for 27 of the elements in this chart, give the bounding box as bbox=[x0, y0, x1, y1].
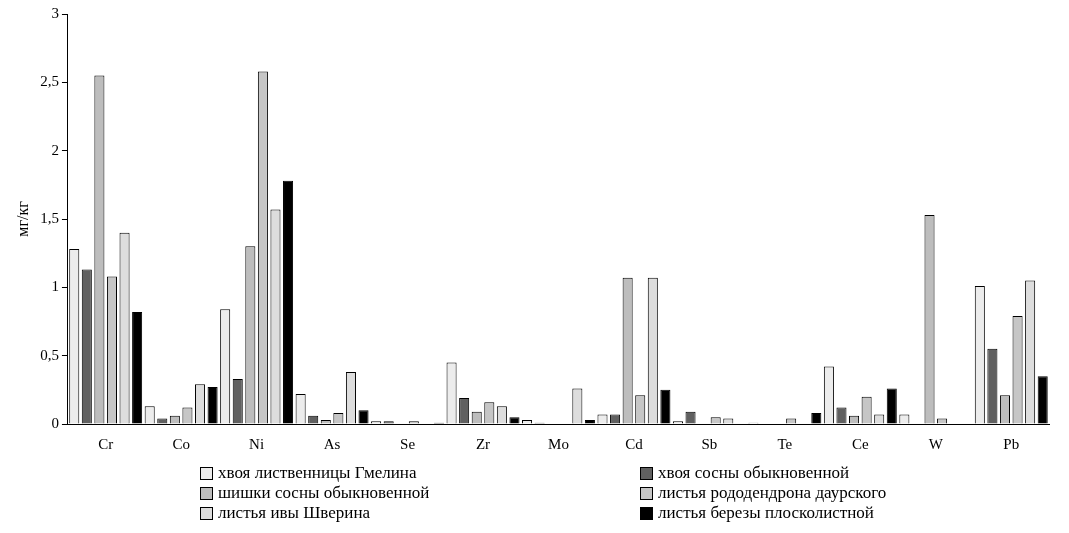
legend-label: хвоя сосны обыкновенной bbox=[658, 463, 850, 483]
x-tick-label: Sb bbox=[701, 435, 718, 452]
y-tick-label: 1,5 bbox=[40, 209, 59, 226]
y-tick-label: 2 bbox=[51, 141, 59, 158]
y-tick-label: 1 bbox=[51, 278, 59, 295]
x-tick-label: Se bbox=[400, 435, 416, 452]
y-axis-title: мг/кг bbox=[13, 200, 31, 237]
x-tick-label: Co bbox=[172, 435, 190, 452]
legend-label: листья ивы Шверина bbox=[218, 503, 371, 523]
legend-label: шишки сосны обыкновенной bbox=[218, 483, 430, 503]
x-tick-label: Te bbox=[777, 435, 793, 452]
y-tick-label: 0,5 bbox=[40, 346, 59, 363]
legend-label: листья березы плосколистной bbox=[658, 503, 874, 523]
x-tick-label: W bbox=[928, 435, 944, 452]
x-tick-label: Ni bbox=[249, 435, 265, 452]
x-tick-label: Pb bbox=[1003, 435, 1020, 452]
x-tick-label: Zr bbox=[475, 435, 491, 452]
y-tick-label: 3 bbox=[51, 4, 59, 21]
x-tick-label: As bbox=[323, 435, 341, 452]
x-tick-label: Cd bbox=[625, 435, 644, 452]
x-tick-label: Cr bbox=[98, 435, 114, 452]
x-tick-label: Mo bbox=[548, 435, 569, 452]
legend-label: хвоя лиственницы Гмелина bbox=[218, 463, 417, 483]
y-tick-label: 0 bbox=[51, 414, 59, 431]
x-tick-label: Ce bbox=[852, 435, 870, 452]
y-tick-label: 2,5 bbox=[40, 73, 59, 90]
legend-label: листья рододендрона даурского bbox=[658, 483, 887, 503]
